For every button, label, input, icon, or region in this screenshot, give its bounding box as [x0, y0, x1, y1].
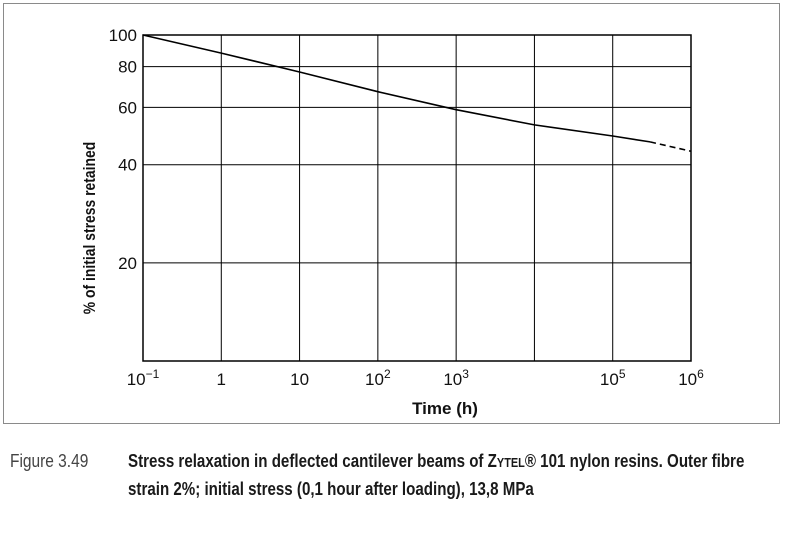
series-line: [142, 34, 651, 143]
y-tick-label: 60: [118, 98, 137, 117]
caption-text: Stress relaxation in deflected cantileve…: [128, 448, 766, 502]
stress-relaxation-chart: 100 80 60 40 20 10−1 1 10 102 103 105 106 Time (h) % …: [81, 26, 704, 418]
x-axis-label: Time (h): [412, 399, 478, 418]
x-tick-label: 1: [217, 370, 226, 389]
x-tick-label: 106: [678, 367, 704, 389]
caption-text-part: ® 101 nylon resins. Outer fibre strain 2…: [128, 451, 745, 499]
x-tick-label: 10: [290, 370, 309, 389]
y-tick-label: 100: [109, 26, 137, 45]
x-tick-label: 10−1: [127, 367, 160, 389]
x-tick-label: 102: [365, 367, 391, 389]
caption-figure-number: Figure 3.49: [10, 451, 89, 471]
x-tick-label: 103: [443, 367, 469, 389]
y-tick-label: 80: [118, 58, 137, 77]
caption-text-part: Stress relaxation in deflected cantileve…: [128, 451, 497, 471]
x-tick-label: 105: [600, 367, 626, 389]
plot-border: [142, 34, 692, 362]
y-tick-label: 40: [118, 156, 137, 175]
y-axis-label: % of initial stress retained: [81, 142, 100, 315]
y-tick-label: 20: [118, 254, 137, 273]
chart-frame: 100 80 60 40 20 10−1 1 10 102 103 105 106 Time (h) % …: [3, 3, 780, 424]
series-line-extrapolated: [649, 141, 692, 153]
caption-smallcaps: YTEL: [496, 455, 525, 470]
